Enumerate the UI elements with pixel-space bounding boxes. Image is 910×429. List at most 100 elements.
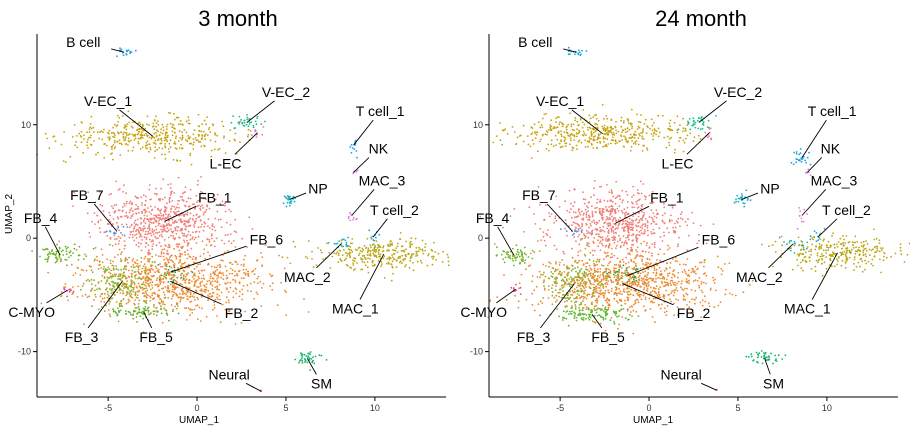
scatter-point (160, 131, 162, 134)
scatter-point (623, 135, 625, 138)
scatter-point (148, 226, 150, 228)
scatter-point (170, 278, 173, 281)
scatter-point (283, 267, 286, 270)
scatter-point (610, 316, 613, 319)
scatter-point (131, 259, 134, 262)
scatter-point (213, 301, 216, 304)
scatter-point (167, 253, 170, 256)
scatter-point (865, 255, 868, 258)
scatter-point (648, 246, 651, 248)
scatter-point (154, 139, 157, 142)
scatter-point (143, 209, 146, 211)
scatter-point (651, 198, 653, 201)
scatter-point (192, 276, 194, 278)
scatter-point (116, 313, 119, 316)
scatter-point (179, 120, 182, 122)
scatter-point (113, 132, 116, 135)
scatter-point (108, 129, 111, 132)
scatter-point (566, 125, 568, 128)
scatter-point (160, 137, 163, 140)
scatter-point (310, 357, 313, 360)
scatter-point (312, 266, 315, 268)
scatter-point (219, 266, 221, 268)
scatter-point (113, 123, 116, 126)
scatter-point (164, 261, 167, 264)
scatter-point (132, 258, 135, 260)
scatter-point (602, 225, 605, 228)
scatter-point (156, 311, 159, 313)
scatter-point (558, 264, 561, 266)
scatter-point (184, 228, 187, 231)
scatter-point (125, 302, 128, 305)
scatter-point (658, 227, 661, 230)
scatter-point (65, 247, 68, 250)
scatter-point (519, 249, 522, 252)
scatter-point (736, 194, 739, 197)
scatter-point (143, 236, 146, 239)
scatter-point (199, 209, 202, 211)
scatter-point (184, 139, 187, 141)
scatter-point (204, 257, 207, 260)
scatter-point (138, 121, 141, 124)
scatter-point (431, 250, 434, 252)
scatter-point (106, 258, 109, 261)
scatter-point (109, 315, 112, 317)
umap-panel-3-month: 3 month UMAP_1 UMAP_2 B cellV-EC_1V-EC_2… (4, 6, 450, 426)
scatter-point (599, 137, 601, 139)
scatter-point (148, 124, 151, 126)
scatter-point (241, 237, 244, 240)
scatter-point (878, 250, 881, 253)
scatter-point (581, 49, 583, 52)
scatter-point (694, 126, 697, 129)
scatter-point (171, 130, 174, 133)
scatter-point (169, 278, 172, 280)
scatter-point (160, 214, 163, 217)
scatter-point (386, 262, 388, 265)
scatter-point (138, 308, 141, 311)
scatter-point (608, 216, 611, 219)
scatter-point (163, 218, 166, 221)
scatter-point (635, 218, 638, 221)
scatter-point (809, 163, 812, 166)
scatter-point (692, 120, 695, 123)
scatter-point (539, 204, 541, 206)
scatter-point (351, 147, 354, 149)
scatter-point (533, 123, 536, 126)
cluster-label-v-ec-1: V-EC_1 (84, 93, 132, 109)
scatter-point (201, 204, 204, 207)
scatter-point (591, 220, 593, 223)
scatter-point (715, 115, 717, 117)
scatter-point (617, 130, 620, 133)
scatter-point (580, 287, 582, 290)
scatter-point (181, 232, 184, 235)
scatter-point (117, 320, 120, 323)
scatter-point (550, 213, 553, 216)
scatter-point (645, 244, 648, 247)
scatter-point (667, 284, 670, 287)
scatter-point (832, 255, 834, 258)
scatter-point (563, 139, 566, 141)
scatter-point (863, 244, 865, 246)
scatter-point (125, 215, 128, 217)
scatter-point (870, 263, 873, 265)
scatter-point (136, 224, 139, 226)
scatter-point (545, 112, 547, 115)
scatter-point (612, 195, 614, 198)
scatter-point (842, 253, 845, 256)
scatter-point (567, 123, 570, 126)
scatter-point (160, 278, 162, 281)
scatter-point (106, 276, 109, 279)
scatter-point (681, 218, 684, 221)
scatter-point (175, 213, 178, 216)
scatter-point (379, 246, 382, 249)
scatter-point (203, 211, 206, 214)
scatter-point (531, 139, 534, 142)
scatter-point (576, 128, 578, 131)
scatter-point (844, 261, 847, 263)
scatter-point (126, 226, 129, 228)
scatter-point (665, 278, 668, 281)
scatter-point (127, 288, 130, 291)
scatter-point (65, 259, 68, 261)
scatter-point (199, 263, 202, 266)
scatter-point (627, 140, 629, 143)
